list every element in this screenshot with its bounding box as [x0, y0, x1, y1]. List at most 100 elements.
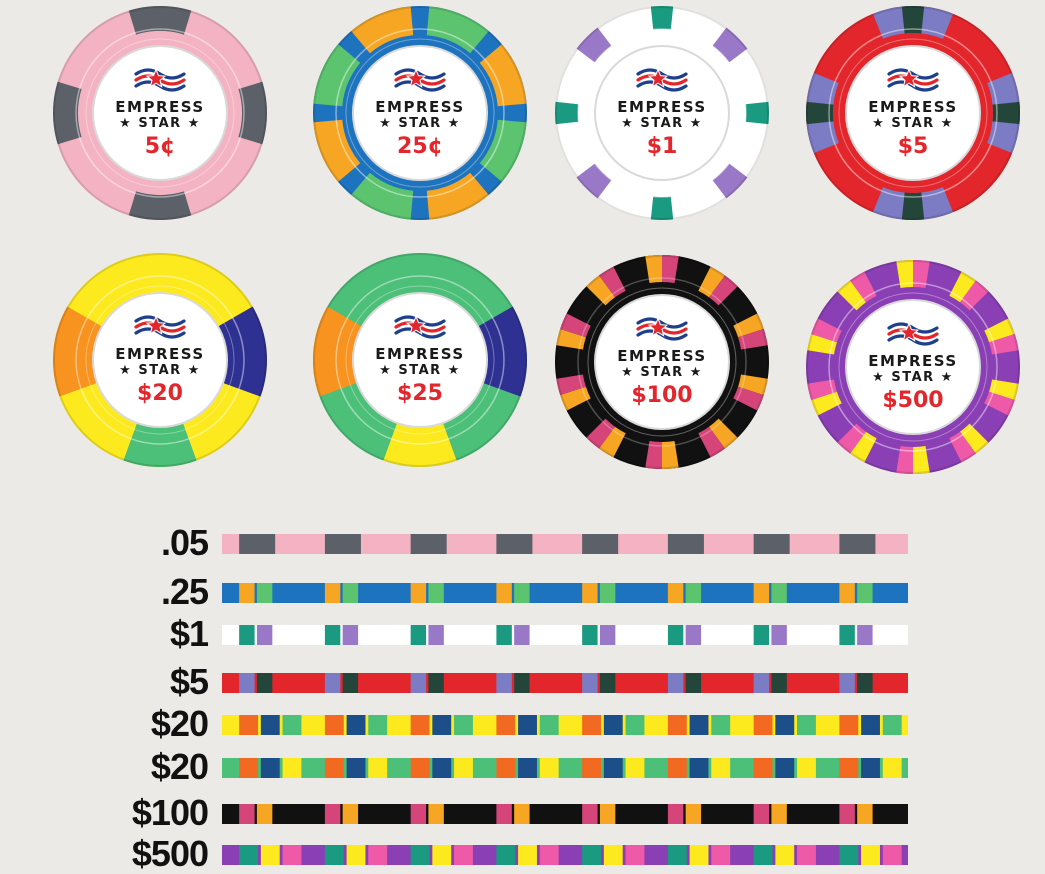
edge-spot — [426, 6, 491, 54]
chip-denomination: $1 — [647, 134, 678, 159]
edge-stripe — [222, 534, 908, 554]
stripe-insert — [496, 715, 516, 735]
edge-stripe — [222, 804, 908, 824]
stripe-insert — [603, 715, 623, 735]
stripe-insert — [753, 804, 770, 824]
stripe-insert — [711, 758, 731, 778]
stripe-insert — [667, 534, 704, 554]
edge-stripe — [222, 625, 908, 645]
stripe-insert — [260, 715, 280, 735]
stripe-insert — [428, 625, 444, 645]
stripe-insert — [775, 758, 795, 778]
chip-rim — [555, 6, 769, 220]
stripe-insert — [282, 715, 302, 735]
stripe-insert — [625, 758, 645, 778]
stripe-insert — [454, 715, 473, 735]
edge-spot — [949, 269, 978, 303]
stripe-insert — [839, 534, 876, 554]
stripe-insert — [667, 673, 684, 693]
edge-spot — [597, 264, 626, 298]
edge-spot — [349, 6, 414, 54]
stripe-insert — [410, 845, 430, 865]
poker-chip: EMPRESS★ STAR ★ $20 — [53, 253, 267, 467]
stripe-insert — [711, 715, 731, 735]
stripe-insert — [582, 758, 602, 778]
stripe-insert — [342, 625, 359, 645]
edge-spot — [738, 328, 769, 350]
edge-spot — [984, 317, 1017, 343]
chip-inlay — [94, 47, 226, 179]
stripe-insert — [346, 758, 366, 778]
edge-spot — [709, 273, 740, 306]
stripe-insert — [410, 715, 430, 735]
stripe-insert — [753, 625, 770, 645]
edge-spot — [848, 431, 877, 465]
stripe-insert — [239, 583, 255, 603]
chip-rim — [313, 253, 527, 467]
edge-spot — [738, 374, 769, 396]
stripe-insert — [599, 673, 616, 693]
edge-spot — [992, 101, 1020, 125]
chip-inner-ring — [828, 282, 998, 452]
stripe-insert — [857, 673, 873, 693]
stripe-insert — [410, 583, 427, 603]
stripe-insert — [256, 673, 273, 693]
chip-inner-ring — [335, 28, 505, 198]
stripe-insert — [839, 715, 859, 735]
edge-spot — [698, 264, 727, 298]
stripe-insert — [514, 804, 530, 824]
brand-line-1: EMPRESS — [375, 98, 464, 116]
chip-inlay — [596, 47, 728, 179]
poker-chip: EMPRESS★ STAR ★ $100 — [555, 255, 769, 469]
edge-stripe-label: $100 — [131, 792, 209, 833]
edge-spot — [479, 42, 527, 107]
stripe-insert — [582, 845, 602, 865]
stripe-insert — [496, 583, 512, 603]
stripe-insert — [839, 625, 855, 645]
star-flag-logo-icon — [134, 315, 186, 339]
chip-inner-ring — [85, 38, 235, 188]
stripe-insert — [753, 534, 790, 554]
star-flag-logo-icon — [394, 68, 446, 92]
edge-spot — [53, 81, 82, 145]
edge-spot — [835, 423, 866, 456]
chip-inlay — [354, 294, 486, 426]
stripe-insert — [239, 534, 276, 554]
stripe-insert — [346, 715, 366, 735]
edge-spot — [128, 191, 192, 220]
stripe-insert — [324, 625, 341, 645]
edge-spot — [806, 101, 834, 125]
star-flag-logo-icon — [636, 68, 688, 92]
stripe-insert — [689, 715, 709, 735]
edge-stripe-label: $5 — [169, 661, 209, 702]
edge-spot — [597, 426, 626, 460]
chip-inner-ring — [577, 277, 747, 447]
edge-stripe — [222, 845, 908, 865]
poker-chip: EMPRESS★ STAR ★ $500 — [806, 260, 1020, 474]
stripe-insert — [239, 804, 255, 824]
stripe-insert — [582, 673, 598, 693]
brand-line-2: ★ STAR ★ — [379, 363, 461, 378]
chip-edge-inserts — [53, 6, 267, 220]
brand-line-1: EMPRESS — [868, 352, 957, 370]
edge-stripe — [222, 758, 908, 778]
chip-inlay — [596, 296, 728, 428]
stripe-insert — [428, 804, 444, 824]
star-flag-logo-icon — [636, 317, 688, 341]
brand-line-2: ★ STAR ★ — [379, 116, 461, 131]
brand-line-2: ★ STAR ★ — [119, 363, 201, 378]
stripe-insert — [256, 804, 273, 824]
brand-line-2: ★ STAR ★ — [872, 370, 954, 385]
edge-stripe-label: $20 — [150, 703, 209, 744]
edge-stripe — [222, 715, 908, 735]
edge-spot — [733, 386, 766, 412]
edge-spot — [644, 255, 662, 283]
chip-denomination: $100 — [631, 383, 692, 408]
edge-spot — [574, 163, 612, 201]
stripe-insert — [667, 625, 684, 645]
edge-spot — [574, 25, 612, 63]
stripe-insert — [839, 673, 855, 693]
chip-denomination: 25¢ — [397, 134, 443, 159]
edge-stripe-label: .05 — [160, 522, 209, 563]
